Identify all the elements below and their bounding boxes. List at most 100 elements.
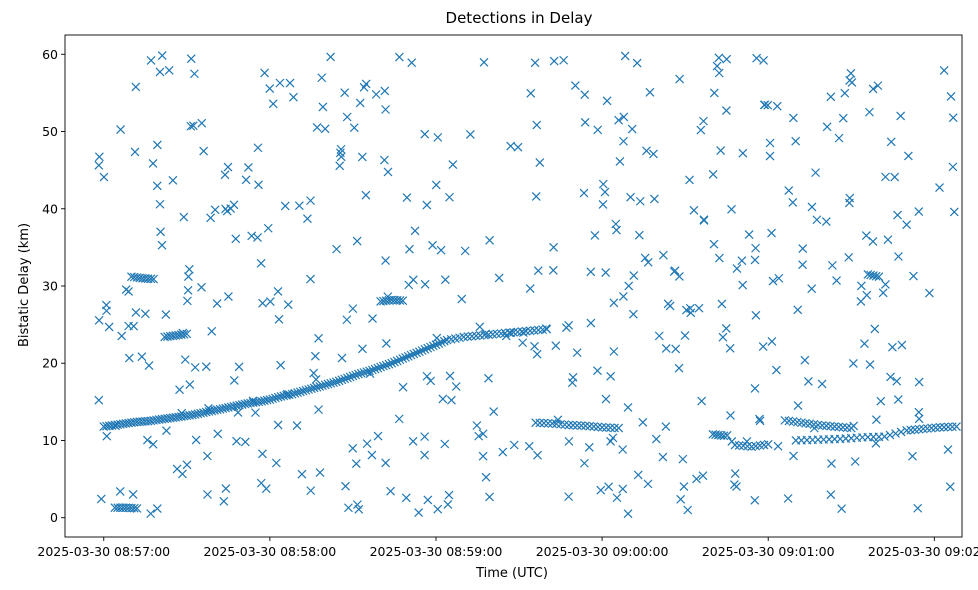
detection-marker [773,441,783,451]
detection-marker [763,100,773,110]
detection-marker [834,422,844,432]
detection-marker [420,129,430,139]
detection-marker [834,133,844,143]
detection-marker [362,367,372,377]
detection-marker [678,454,688,464]
detection-marker [539,418,549,428]
detection-marker [750,255,760,265]
detection-marker [273,392,283,402]
detection-marker [310,351,320,361]
detection-marker [721,106,731,115]
detection-marker [229,200,239,210]
detection-marker [716,431,726,440]
detection-marker [155,199,165,209]
detection-marker [341,481,350,491]
detection-marker [788,113,798,123]
detection-marker [273,420,283,430]
detection-marker [846,423,856,433]
detection-marker [131,82,141,92]
detection-marker [402,193,412,203]
detection-marker [844,198,854,208]
detection-marker [535,158,545,167]
detection-marker [714,53,724,63]
x-tick-label: 2025-03-30 08:59:00 [370,544,503,559]
detection-marker [696,125,706,135]
detection-marker [643,479,653,489]
detection-marker [94,160,104,170]
detection-marker [433,132,443,142]
detection-marker [738,148,748,158]
detection-marker [337,353,347,363]
detection-marker [412,348,422,358]
detection-marker [273,287,283,296]
detection-marker [551,341,561,351]
x-tick-label: 2025-03-30 09:02:00 [868,544,978,559]
detection-marker [838,422,848,432]
detection-marker [212,405,222,415]
detection-marker [614,115,624,125]
detection-marker [579,188,589,198]
detection-marker [826,421,835,431]
detection-marker [697,396,707,406]
detection-marker [870,324,880,334]
detection-marker [373,431,383,441]
detection-marker [737,256,747,266]
detection-marker [708,169,718,179]
detection-marker [581,421,590,431]
detection-marker [948,162,958,172]
detection-marker [868,271,878,280]
detection-marker [94,315,104,325]
detection-marker [840,88,850,98]
detection-marker [185,380,195,390]
detection-marker [793,401,803,411]
detection-marker [407,58,417,68]
detection-marker [218,404,228,414]
detection-marker [182,329,192,339]
detection-marker [783,494,793,503]
detection-marker [743,441,752,451]
detection-marker [913,503,923,513]
detection-marker [232,401,242,411]
detection-marker [304,385,314,394]
detection-marker [478,451,488,461]
detection-marker [897,340,907,350]
detection-marker [395,355,405,365]
detection-marker [601,423,611,432]
detection-marker [258,449,267,459]
detection-marker [351,459,361,469]
detection-marker [846,68,856,78]
detection-marker [309,383,319,393]
detection-marker [478,429,488,439]
y-tick-label: 10 [42,433,58,448]
detection-marker [280,201,290,211]
detection-marker [732,482,741,491]
detection-marker [714,253,724,263]
detection-marker [157,51,167,60]
detection-marker [868,237,878,246]
detection-marker [832,276,841,286]
detection-marker [612,493,622,503]
detection-marker [334,376,344,386]
detection-marker [518,338,528,348]
detection-marker [561,323,571,333]
detection-marker [326,52,336,62]
detection-marker [104,322,114,332]
detection-marker [798,260,807,270]
detection-marker [886,372,895,382]
detection-marker [908,451,917,461]
detection-marker [572,348,582,358]
detection-marker [152,181,162,191]
detection-marker [290,388,300,398]
detection-marker [725,343,735,353]
detection-marker [367,365,377,375]
detection-marker [902,425,912,435]
detection-marker [301,385,311,395]
detection-marker [549,56,559,66]
detection-marker [593,422,603,432]
detection-marker [793,305,803,315]
detection-marker [348,371,358,381]
detection-marker [626,192,635,202]
detection-marker [398,354,408,364]
detection-marker [925,288,934,298]
detection-marker [618,291,628,301]
